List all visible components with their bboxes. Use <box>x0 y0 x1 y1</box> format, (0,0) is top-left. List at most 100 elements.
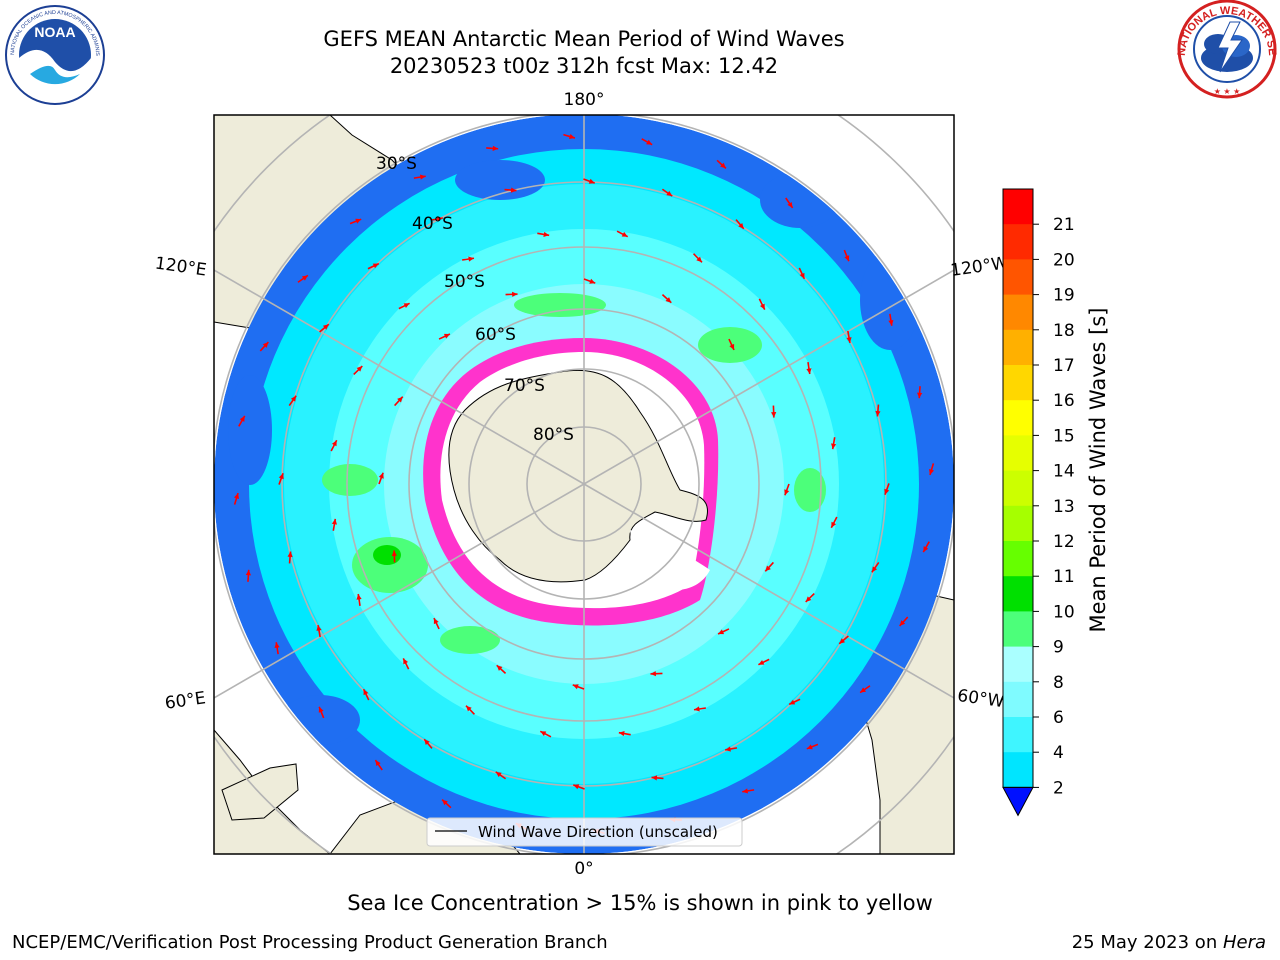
wind-arrow-icon <box>349 218 362 225</box>
colorbar-segment <box>1003 611 1033 648</box>
wind-arrow-icon <box>233 492 239 505</box>
lon-label-180: 180° <box>564 90 605 110</box>
wind-arrow-icon <box>539 730 552 738</box>
colorbar-segment <box>1003 752 1033 788</box>
national-weather-service-logo: NATIONAL WEATHER SERVICE ★ ★ ★ <box>0 0 1278 99</box>
colorbar-tick-label: 10 <box>1053 602 1075 622</box>
wind-arrow-icon <box>287 551 293 564</box>
lat-label-60s: 60°S <box>475 325 516 345</box>
wind-arrow-icon <box>274 642 280 655</box>
wind-arrow-icon <box>693 253 703 263</box>
colorbar-extend-arrow <box>1002 786 1034 817</box>
lon-label-0: 0° <box>574 859 593 879</box>
wind-arrow-icon <box>331 518 337 531</box>
legend-label: Wind Wave Direction (unscaled) <box>478 823 718 841</box>
colorbar-tick-label: 6 <box>1053 708 1064 728</box>
wind-arrow-icon <box>899 616 909 627</box>
colorbar-tick-label: 17 <box>1053 356 1075 376</box>
colorbar: 2 4 6 8 9 10 11 12 13 14 15 16 17 18 19 20 21 <box>1002 188 1075 817</box>
wind-arrow-icon <box>661 294 672 304</box>
colorbar-tick-label: 4 <box>1053 743 1064 763</box>
date-stamp: 25 May 2023 on Hera <box>1072 932 1266 953</box>
map-panel: 30°S 40°S 50°S 60°S 70°S 80°S Wind Wave … <box>214 115 954 854</box>
wind-arrow-icon <box>871 561 880 573</box>
madagascar-land <box>221 763 299 821</box>
wind-arrow-icon <box>391 550 397 563</box>
lat-label-50s: 50°S <box>444 272 485 292</box>
colorbar-tick-label: 16 <box>1053 391 1075 411</box>
antarctica-land <box>448 369 708 583</box>
lon-label-120e: 120°E <box>154 254 208 281</box>
colorbar-segment <box>1003 400 1033 436</box>
colorbar-tick-label: 9 <box>1053 638 1064 658</box>
wind-arrow-icon <box>641 138 653 146</box>
credit-text: NCEP/EMC/Verification Post Processing Pr… <box>12 932 608 953</box>
wind-arrow-icon <box>884 483 890 496</box>
wind-arrow-icon <box>245 569 251 582</box>
wind-arrow-icon <box>784 483 790 496</box>
wind-arrow-icon <box>572 684 585 690</box>
wind-arrow-icon <box>764 561 774 572</box>
colorbar-tick-label: 8 <box>1053 673 1064 693</box>
wind-arrow-icon <box>583 278 596 284</box>
wind-arrow-icon <box>888 313 894 326</box>
wind-arrow-icon <box>805 593 815 603</box>
wind-arrow-icon <box>798 267 806 280</box>
colorbar-tick-label: 13 <box>1053 497 1075 517</box>
wind-arrow-icon <box>572 784 585 790</box>
colorbar-tick-label: 11 <box>1053 567 1075 587</box>
wind-arrow-icon <box>362 688 370 701</box>
wind-arrow-icon <box>537 231 550 237</box>
wind-arrow-icon <box>859 685 871 694</box>
lat-label-80s: 80°S <box>533 425 574 445</box>
noaa-logo: NOAA NATIONAL OCEANIC AND ATMOSPHERIC AD… <box>0 0 105 105</box>
wind-arrow-icon <box>353 365 363 375</box>
graticule <box>214 115 954 854</box>
wind-arrow-icon <box>618 731 631 737</box>
wind-arrow-icon <box>661 188 673 197</box>
wind-arrow-icon <box>441 799 452 809</box>
colorbar-tick-label: 21 <box>1053 215 1075 235</box>
colorbar-segment <box>1003 365 1033 401</box>
wind-arrow-icon <box>771 405 777 418</box>
wind-arrow-icon <box>735 219 745 230</box>
wind-arrow-icon <box>433 617 440 630</box>
wind-arrow-icon <box>725 746 738 752</box>
wind-arrow-icon <box>717 628 730 635</box>
wind-arrow-icon <box>367 262 380 270</box>
wind-arrow-icon <box>806 362 812 375</box>
wind-arrow-icon <box>495 771 507 780</box>
colorbar-segment <box>1003 189 1033 225</box>
wind-arrow-icon <box>465 705 475 715</box>
wind-arrow-icon <box>430 216 443 222</box>
colorbar-tick-label: 18 <box>1053 321 1075 341</box>
wind-arrow-icon <box>728 338 735 351</box>
lon-label-60e: 60°E <box>164 688 207 713</box>
wind-arrow-icon <box>504 187 517 193</box>
colorbar-segment <box>1003 717 1033 753</box>
wind-arrow-icon <box>374 759 383 771</box>
wind-arrow-icon <box>693 706 706 712</box>
chart-subtitle: 20230523 t00z 312h fcst Max: 12.42 <box>389 54 779 78</box>
colorbar-label: Mean Period of Wind Waves [s] <box>1086 308 1110 633</box>
wind-arrow-icon <box>238 415 246 427</box>
wind-arrow-icon <box>505 291 518 297</box>
wind-arrow-icon <box>319 323 330 333</box>
wind-arrow-icon <box>922 541 930 553</box>
colorbar-tick-label: 2 <box>1053 778 1064 798</box>
wind-arrow-icon <box>651 775 664 781</box>
lon-label-120w: 120°W <box>949 253 1009 281</box>
colorbar-segment <box>1003 576 1033 612</box>
nws-ring-text: NATIONAL WEATHER SERVICE <box>0 0 1278 56</box>
wind-arrow-icon <box>616 230 629 238</box>
wind-arrows <box>233 133 935 835</box>
colorbar-tick-label: 14 <box>1053 462 1075 482</box>
wind-arrow-icon <box>378 472 384 485</box>
colorbar-segment <box>1003 329 1033 366</box>
wind-arrow-icon <box>742 788 755 794</box>
wind-arrow-icon <box>830 516 838 529</box>
wind-arrow-icon <box>394 396 404 407</box>
wind-arrow-icon <box>423 738 433 749</box>
wind-arrow-icon <box>278 472 284 485</box>
